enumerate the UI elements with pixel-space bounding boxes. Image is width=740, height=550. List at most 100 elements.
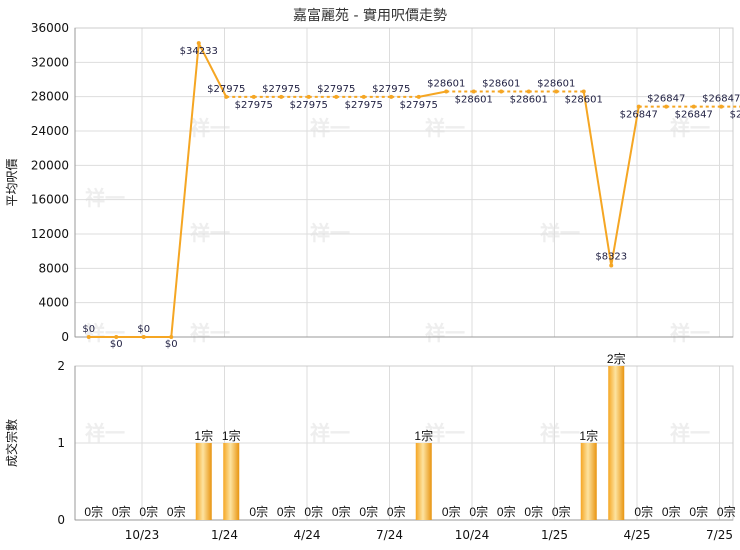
line-point <box>581 89 586 94</box>
line-y-axis-title: 平均呎價 <box>5 158 19 206</box>
x-tick-label: 7/24 <box>376 528 403 542</box>
line-point <box>306 94 311 99</box>
bar-y-axis-title: 成交宗數 <box>4 419 19 467</box>
line-y-tick-label: 12000 <box>31 227 69 241</box>
bar-value-label: 0宗 <box>167 504 186 519</box>
bar-value-label: 1宗 <box>414 428 433 443</box>
line-segment <box>610 106 640 266</box>
watermark-text: 祥一 <box>670 116 710 140</box>
bar-value-label: 0宗 <box>662 504 681 519</box>
bar-value-label: 0宗 <box>552 504 571 519</box>
line-point <box>169 335 174 339</box>
line-point <box>526 89 531 94</box>
x-tick-label: 7/25 <box>706 528 733 542</box>
line-point-label: $8323 <box>595 252 627 263</box>
watermark-text: 祥一 <box>190 321 230 345</box>
axes-layer: 0 4000 8000 12000 16000 20000 24000 28000 32000 3… <box>4 21 734 542</box>
bar-value-label: 0宗 <box>139 504 158 519</box>
line-segment <box>170 43 200 338</box>
bar-value-label: 0宗 <box>332 504 351 519</box>
line-point-label: $26847 <box>675 110 713 121</box>
bar-series <box>195 366 625 520</box>
line-point-label: $27975 <box>262 84 300 95</box>
x-tick-label: 1/24 <box>211 528 238 542</box>
bar-value-label: 0宗 <box>304 504 323 519</box>
data-labels: $0 $0 $0 $0 $34233 $27975 $27975 $27975 $27975 $2… <box>82 46 740 519</box>
bar-value-label: 0宗 <box>634 504 653 519</box>
line-point <box>554 89 559 94</box>
watermark-text: 祥一 <box>540 421 580 445</box>
line-point <box>389 94 394 99</box>
bar <box>415 443 432 520</box>
line-point-label: $28601 <box>427 79 465 90</box>
watermark-text: 祥一 <box>310 221 350 245</box>
bar-value-label: 0宗 <box>387 504 406 519</box>
line-y-tick-label: 20000 <box>31 158 69 172</box>
bar-value-label: 0宗 <box>442 504 461 519</box>
x-tick-label: 4/25 <box>624 528 651 542</box>
bar-value-label: 1宗 <box>579 428 598 443</box>
line-point-label: $27975 <box>317 84 355 95</box>
line-point <box>416 94 421 99</box>
line-series <box>86 41 740 339</box>
bar <box>223 443 240 520</box>
line-point-label: $28601 <box>482 79 520 90</box>
watermark-text: 祥一 <box>310 421 350 445</box>
line-point <box>114 335 119 339</box>
line-point-label: $26847 <box>647 94 685 105</box>
bar <box>608 366 625 520</box>
bar-value-label: 0宗 <box>84 504 103 519</box>
line-point <box>141 335 146 339</box>
line-point <box>361 94 366 99</box>
x-tick-label: 10/23 <box>125 528 160 542</box>
bar-value-label: 0宗 <box>359 504 378 519</box>
line-point <box>609 263 614 268</box>
line-point-label: $28601 <box>510 95 548 106</box>
watermark-text: 祥一 <box>425 116 465 140</box>
bar-value-label: 2宗 <box>607 351 626 366</box>
line-y-tick-label: 28000 <box>31 90 69 104</box>
line-point-label: $0 <box>137 324 150 335</box>
line-point-label: $28601 <box>537 79 575 90</box>
line-point-label: $0 <box>82 324 95 335</box>
bar-y-tick-label: 0 <box>57 513 65 527</box>
bar-value-label: 0宗 <box>689 504 708 519</box>
line-point-label: $27975 <box>345 100 383 111</box>
watermark-text: 祥一 <box>425 321 465 345</box>
bar <box>580 443 597 520</box>
line-panel-frame <box>74 27 734 338</box>
line-point-label: $0 <box>165 339 178 350</box>
line-segment <box>582 91 613 266</box>
line-point-label: $27975 <box>400 100 438 111</box>
line-point <box>224 94 229 99</box>
watermark-text: 祥一 <box>310 116 350 140</box>
line-point <box>499 89 504 94</box>
watermark-text: 祥一 <box>85 321 125 345</box>
line-point-label: $27975 <box>372 84 410 95</box>
line-point-label: $27975 <box>235 100 273 111</box>
x-tick-label: 10/24 <box>455 528 490 542</box>
line-point <box>279 94 284 99</box>
bar-value-label: 0宗 <box>112 504 131 519</box>
line-point <box>86 335 91 339</box>
line-y-tick-label: 16000 <box>31 193 69 207</box>
line-point <box>691 104 696 109</box>
line-point-label: $0 <box>110 339 123 350</box>
line-point-label: $28601 <box>565 95 603 106</box>
line-y-tick-label: 36000 <box>31 21 69 35</box>
line-point <box>471 89 476 94</box>
line-point-label: $26847 <box>620 110 658 121</box>
bar-value-label: 0宗 <box>524 504 543 519</box>
chart-title: 嘉富麗苑 - 實用呎價走勢 <box>293 7 447 24</box>
line-segment <box>418 90 447 98</box>
x-tick-label: 4/24 <box>294 528 321 542</box>
line-y-tick-label: 32000 <box>31 55 69 69</box>
line-point-label: $26847 <box>730 110 740 121</box>
bar-value-label: 1宗 <box>194 428 213 443</box>
line-point <box>196 41 201 46</box>
line-point-label: $27975 <box>290 100 328 111</box>
bar-value-label: 1宗 <box>222 428 241 443</box>
watermark-text: 祥一 <box>670 421 710 445</box>
bar-y-tick-label: 2 <box>57 359 65 373</box>
